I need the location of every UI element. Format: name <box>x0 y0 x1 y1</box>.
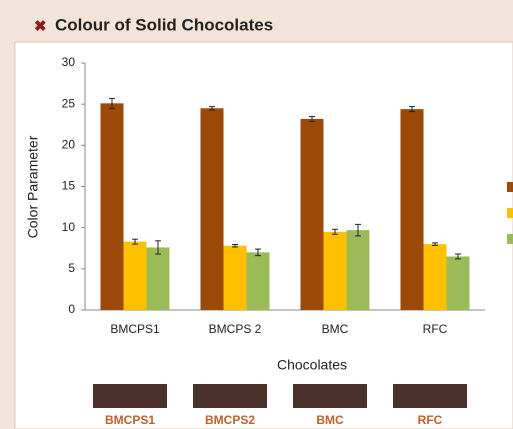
bullet-icon: ✖ <box>34 18 47 35</box>
error-bar <box>355 223 361 237</box>
error-bar <box>155 240 161 255</box>
error-bar <box>255 248 261 257</box>
y-tick-label: 10 <box>62 220 76 234</box>
error-bar <box>132 238 138 245</box>
swatch-label: BMCPS2 <box>205 413 255 427</box>
bar <box>223 245 247 310</box>
bar <box>346 230 370 310</box>
legend-swatch <box>507 234 513 244</box>
swatch-label: RFC <box>418 413 443 427</box>
error-bar <box>309 116 315 122</box>
x-tick-label: BMC <box>322 322 349 336</box>
bar <box>146 247 170 310</box>
error-bar <box>232 244 238 248</box>
x-tick-label: BMCPS 2 <box>209 322 262 336</box>
y-tick-label: 30 <box>62 55 76 69</box>
bar <box>300 118 324 310</box>
y-axis-label: Color Parameter <box>25 135 41 238</box>
error-bar <box>409 106 415 113</box>
bar <box>323 231 347 310</box>
chart-title: Colour of Solid Chocolates <box>55 15 273 34</box>
bar <box>400 109 424 311</box>
bar <box>100 103 124 311</box>
bar <box>123 241 147 310</box>
swatch-label: BMCPS1 <box>105 413 155 427</box>
x-tick-label: RFC <box>423 322 448 336</box>
error-bar <box>432 242 438 246</box>
x-axis-label: Chocolates <box>277 357 347 373</box>
error-bar <box>455 253 461 260</box>
bar <box>200 108 224 311</box>
bar <box>423 244 447 310</box>
error-bar <box>332 228 338 235</box>
chart-panel <box>14 41 513 429</box>
y-tick-label: 0 <box>68 302 75 316</box>
y-tick-label: 20 <box>62 138 76 152</box>
colour-swatch <box>193 384 267 408</box>
legend-swatch <box>507 182 513 192</box>
y-tick-label: 25 <box>62 96 76 110</box>
error-bar <box>109 97 115 109</box>
error-bar <box>209 106 215 111</box>
x-tick-label: BMCPS1 <box>110 322 160 336</box>
legend-swatch <box>507 208 513 218</box>
bar <box>246 252 270 310</box>
colour-swatch <box>293 384 367 408</box>
bar <box>446 256 470 310</box>
swatch-label: BMC <box>316 413 344 427</box>
y-tick-label: 15 <box>62 179 76 193</box>
y-tick-label: 5 <box>68 261 75 275</box>
colour-swatch <box>93 384 167 408</box>
colour-swatch <box>393 384 467 408</box>
